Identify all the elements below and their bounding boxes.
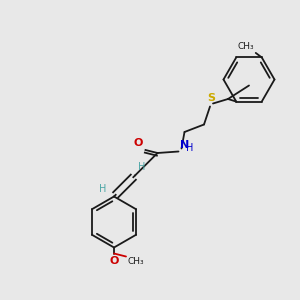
Text: H: H: [186, 143, 194, 153]
Text: N: N: [180, 140, 189, 150]
Text: S: S: [208, 94, 215, 103]
Text: O: O: [134, 139, 143, 148]
Text: CH₃: CH₃: [238, 42, 254, 51]
Text: H: H: [99, 184, 106, 194]
Text: O: O: [109, 256, 119, 266]
Text: H: H: [138, 163, 146, 172]
Text: CH₃: CH₃: [128, 256, 144, 266]
